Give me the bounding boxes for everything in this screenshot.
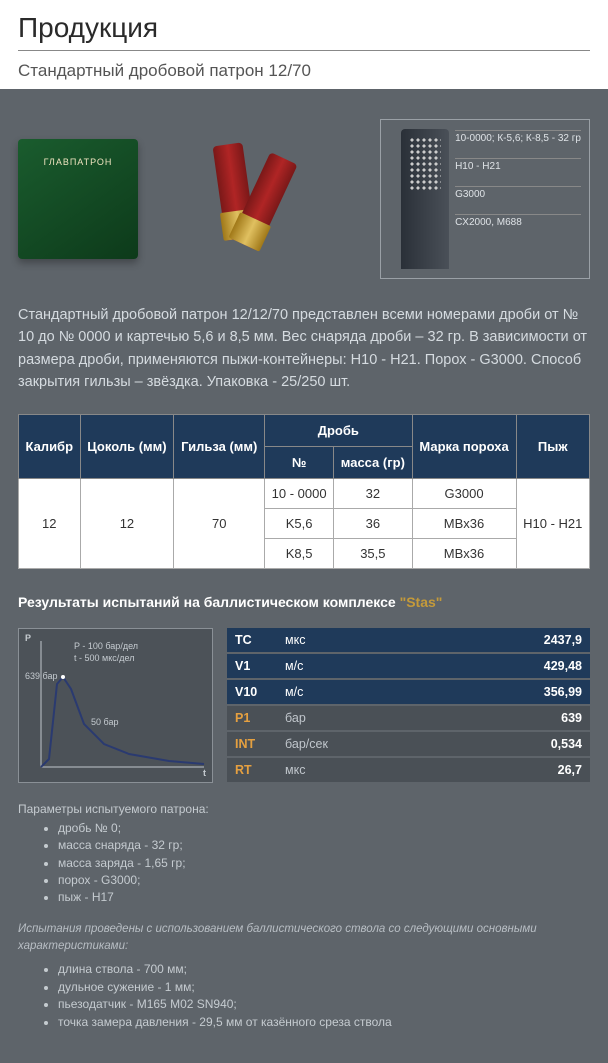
rt-unit: м/с	[277, 679, 440, 705]
th-wad: Пыж	[516, 414, 589, 478]
tc-item: длина ствола - 700 мм;	[58, 961, 590, 978]
rt-val: 2437,9	[440, 628, 590, 653]
params-title: Параметры испытуемого патрона:	[18, 802, 590, 816]
td-shot-no: K8,5	[265, 538, 334, 568]
cutaway-label: Н10 - Н21	[455, 158, 581, 174]
td-powder: MBx36	[412, 508, 516, 538]
rt-val: 429,48	[440, 653, 590, 679]
td-shot-no: 10 - 0000	[265, 478, 334, 508]
page-title: Продукция	[18, 12, 590, 51]
rt-key: TC	[227, 628, 277, 653]
spec-table: Калибр Цоколь (мм) Гильза (мм) Дробь Мар…	[18, 414, 590, 569]
tc-item: дульное сужение - 1 мм;	[58, 979, 590, 996]
rt-key: P1	[227, 705, 277, 731]
rt-key: V10	[227, 679, 277, 705]
rt-unit: бар/сек	[277, 731, 440, 757]
cutaway-labels: 10-0000; К-5,6; К-8,5 - 32 гр Н10 - Н21 …	[455, 130, 581, 242]
rt-key: INT	[227, 731, 277, 757]
rt-unit: м/с	[277, 653, 440, 679]
rt-unit: мкс	[277, 757, 440, 783]
results-title-text: Результаты испытаний на баллистическом к…	[18, 594, 400, 610]
params-item: порох - G3000;	[58, 872, 590, 889]
th-case: Гильза (мм)	[174, 414, 265, 478]
page-subtitle: Стандартный дробовой патрон 12/70	[18, 61, 590, 81]
results-title-stas: "Stas"	[400, 594, 443, 610]
rt-unit: мкс	[277, 628, 440, 653]
td-powder: MBx36	[412, 538, 516, 568]
td-shot-mass: 35,5	[334, 538, 412, 568]
cutaway-label: G3000	[455, 186, 581, 202]
th-shot-mass: масса (гр)	[334, 446, 412, 478]
product-box-image	[18, 139, 138, 259]
th-caliber: Калибр	[19, 414, 81, 478]
product-cutaway-diagram: 10-0000; К-5,6; К-8,5 - 32 гр Н10 - Н21 …	[380, 119, 590, 279]
td-shot-no: K5,6	[265, 508, 334, 538]
cutaway-label: CX2000, M688	[455, 214, 581, 230]
td-caliber: 12	[19, 478, 81, 568]
rt-val: 0,534	[440, 731, 590, 757]
header: Продукция Стандартный дробовой патрон 12…	[0, 0, 608, 89]
cutaway-label: 10-0000; К-5,6; К-8,5 - 32 гр	[455, 130, 581, 146]
results-table: TCмкс2437,9 V1м/с429,48 V10м/с356,99 P1б…	[227, 628, 590, 784]
td-base: 12	[80, 478, 174, 568]
test-conditions-intro: Испытания проведены с использованием бал…	[18, 921, 590, 956]
params-item: пыж - Н17	[58, 889, 590, 906]
rt-key: RT	[227, 757, 277, 783]
params-item: масса снаряда - 32 гр;	[58, 837, 590, 854]
rt-val: 356,99	[440, 679, 590, 705]
params-item: дробь № 0;	[58, 820, 590, 837]
rt-val: 26,7	[440, 757, 590, 783]
product-description: Стандартный дробовой патрон 12/12/70 пре…	[18, 304, 590, 414]
th-base: Цоколь (мм)	[80, 414, 174, 478]
td-case: 70	[174, 478, 265, 568]
td-powder: G3000	[412, 478, 516, 508]
product-images-row: 10-0000; К-5,6; К-8,5 - 32 гр Н10 - Н21 …	[18, 89, 590, 304]
td-shot-mass: 36	[334, 508, 412, 538]
params-item: масса заряда - 1,65 гр;	[58, 855, 590, 872]
rt-val: 639	[440, 705, 590, 731]
tc-item: точка замера давления - 29,5 мм от казён…	[58, 1014, 590, 1031]
td-wad: H10 - H21	[516, 478, 589, 568]
ballistic-chart: P P - 100 бар/дел t - 500 мкс/дел t 639 …	[18, 628, 213, 783]
results-title: Результаты испытаний на баллистическом к…	[18, 594, 590, 610]
params-list: дробь № 0; масса снаряда - 32 гр; масса …	[18, 820, 590, 907]
td-shot-mass: 32	[334, 478, 412, 508]
rt-unit: бар	[277, 705, 440, 731]
tc-item: пьезодатчик - M165 M02 SN940;	[58, 996, 590, 1013]
rt-key: V1	[227, 653, 277, 679]
test-conditions-list: длина ствола - 700 мм; дульное сужение -…	[18, 961, 590, 1031]
th-shot-no: №	[265, 446, 334, 478]
th-powder: Марка пороха	[412, 414, 516, 478]
product-shells-image	[184, 144, 334, 254]
th-shot: Дробь	[265, 414, 412, 446]
